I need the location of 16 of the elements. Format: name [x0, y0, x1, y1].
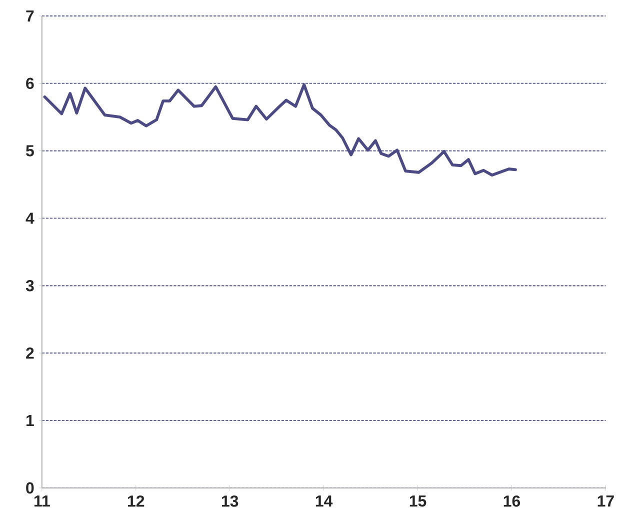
- x-tick-label: 17: [598, 496, 614, 507]
- x-tick-label: 15: [410, 496, 426, 507]
- y-tick-label: 3: [26, 280, 34, 292]
- x-tick-label: 14: [316, 496, 333, 507]
- y-tick-label: 2: [26, 348, 34, 359]
- x-tick-label: 11: [34, 496, 50, 507]
- y-tick-label: 4: [26, 212, 34, 224]
- y-tick-label: 7: [26, 10, 34, 22]
- y-tick-label: 0: [26, 482, 34, 494]
- x-tick-label: 13: [222, 496, 238, 507]
- line-series: [43, 83, 517, 177]
- y-tick-label: 5: [26, 145, 34, 156]
- x-tick-label: 16: [504, 496, 520, 507]
- y-tick-label: 1: [26, 415, 34, 426]
- x-tick-label: 12: [128, 496, 144, 507]
- y-tick-label: 6: [26, 78, 34, 90]
